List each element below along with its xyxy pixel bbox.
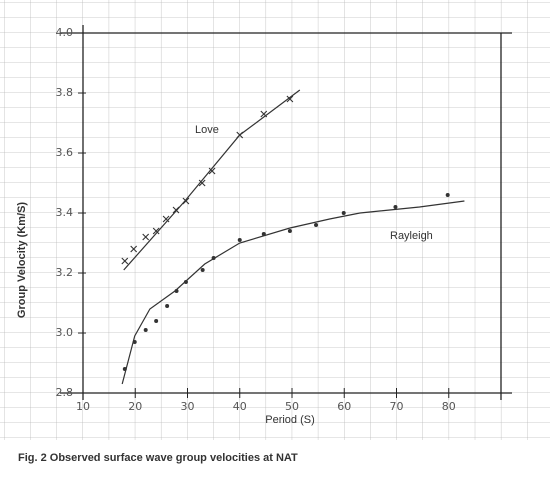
x-tick-label: 40 bbox=[233, 400, 247, 413]
x-tick-label: 60 bbox=[337, 400, 351, 413]
y-tick-label: 2.8 bbox=[56, 386, 74, 399]
point bbox=[288, 229, 292, 233]
y-tick-label: 3.8 bbox=[56, 86, 74, 99]
series-label: Rayleigh bbox=[390, 230, 433, 242]
chart: Fig. 2 Observed surface wave group veloc… bbox=[0, 0, 550, 493]
point bbox=[342, 211, 346, 215]
series-label: Love bbox=[195, 124, 219, 136]
x-tick-label: 50 bbox=[285, 400, 299, 413]
caption: Fig. 2 Observed surface wave group veloc… bbox=[18, 452, 298, 464]
point bbox=[262, 232, 266, 236]
point bbox=[175, 289, 179, 293]
point bbox=[238, 238, 242, 242]
point bbox=[123, 367, 127, 371]
point bbox=[154, 319, 158, 323]
x-axis-label: Period (S) bbox=[265, 414, 315, 426]
x-tick-label: 10 bbox=[76, 400, 90, 413]
point bbox=[446, 193, 450, 197]
y-tick-label: 3.6 bbox=[56, 146, 74, 159]
point bbox=[133, 340, 137, 344]
y-tick-label: 3.4 bbox=[56, 206, 74, 219]
y-tick-label: 4.0 bbox=[56, 26, 74, 39]
x-tick-label: 70 bbox=[390, 400, 404, 413]
y-axis-label: Group Velocity (Km/S) bbox=[16, 202, 28, 318]
point bbox=[165, 304, 169, 308]
point bbox=[393, 205, 397, 209]
point bbox=[184, 280, 188, 284]
point bbox=[144, 328, 148, 332]
y-tick-label: 3.0 bbox=[56, 326, 74, 339]
x-tick-label: 30 bbox=[181, 400, 195, 413]
point bbox=[212, 256, 216, 260]
point bbox=[201, 268, 205, 272]
y-tick-label: 3.2 bbox=[56, 266, 74, 279]
x-tick-label: 80 bbox=[442, 400, 456, 413]
point bbox=[314, 223, 318, 227]
x-tick-label: 20 bbox=[128, 400, 142, 413]
